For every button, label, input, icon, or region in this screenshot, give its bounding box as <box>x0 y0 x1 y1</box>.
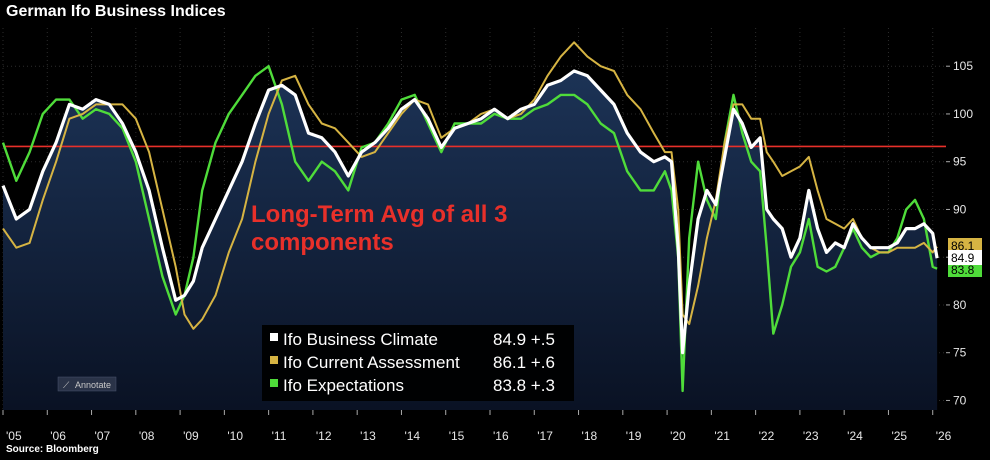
legend-value-current: 86.1 +.6 <box>493 353 555 372</box>
x-tick-label-18: '23 <box>803 429 819 443</box>
y-tick-label-75: 75 <box>953 346 967 360</box>
x-tick-label-17: '22 <box>759 429 775 443</box>
x-tick-label-0: '05 <box>6 429 22 443</box>
x-tick-label-19: '24 <box>847 429 863 443</box>
x-tick-label-20: '25 <box>891 429 907 443</box>
legend-label-expectations: Ifo Expectations <box>283 376 404 395</box>
chart-title: German Ifo Business Indices <box>6 3 226 20</box>
y-tick-label-80: 80 <box>953 298 967 312</box>
x-tick-label-10: '15 <box>449 429 465 443</box>
x-tick-label-9: '14 <box>404 429 420 443</box>
x-tick-label-3: '08 <box>139 429 155 443</box>
annotate-button-label: Annotate <box>75 380 111 390</box>
legend-label-climate: Ifo Business Climate <box>283 330 438 349</box>
x-tick-label-4: '09 <box>183 429 199 443</box>
annotation-line-2: components <box>251 229 394 256</box>
legend-value-climate: 84.9 +.5 <box>493 330 555 349</box>
series-lines <box>1 41 939 393</box>
x-tick-label-12: '17 <box>537 429 553 443</box>
x-tick-label-13: '18 <box>582 429 598 443</box>
y-tick-label-100: 100 <box>953 107 973 121</box>
x-tick-label-16: '21 <box>714 429 730 443</box>
y-tick-label-70: 70 <box>953 393 967 407</box>
x-tick-label-5: '10 <box>227 429 243 443</box>
tag-value-climate-line: 84.9 <box>951 251 975 265</box>
x-tick-label-2: '07 <box>95 429 111 443</box>
x-axis-ticks: '05 '06 '07 '08 '09 '10 '11 '12 '13 '14 '15 '16 '17 '… <box>2 410 952 443</box>
x-tick-label-7: '12 <box>316 429 332 443</box>
legend-label-current: Ifo Current Assessment <box>283 353 460 372</box>
annotate-button[interactable]: ⟋ Annotate <box>57 376 117 392</box>
x-tick-label-21: '26 <box>936 429 952 443</box>
x-tick-label-8: '13 <box>360 429 376 443</box>
y-axis-ticks: 707580859095100105 <box>946 59 973 407</box>
y-tick-label-95: 95 <box>953 155 967 169</box>
x-tick-label-1: '06 <box>50 429 66 443</box>
tag-bg-climate-line <box>948 250 982 265</box>
x-tick-label-14: '19 <box>626 429 642 443</box>
tag-bg-expectations-line <box>948 262 982 277</box>
tag-bg-current-assessment-line <box>948 238 982 253</box>
climate-area-fill <box>3 71 938 410</box>
legend-value-expectations: 83.8 +.3 <box>493 376 555 395</box>
x-tick-label-11: '16 <box>493 429 509 443</box>
tag-value-expectations-line: 83.8 <box>951 263 975 277</box>
tag-value-current-assessment-line: 86.1 <box>951 239 975 253</box>
legend-swatch-expectations <box>270 379 278 387</box>
x-tick-label-6: '11 <box>272 429 287 443</box>
pencil-icon: ⟋ <box>63 381 70 391</box>
last-value-tags: 86.1 83.884.9 <box>948 238 982 277</box>
legend-background <box>262 325 574 401</box>
legend: Ifo Business Climate 84.9 +.5 Ifo Curren… <box>262 325 574 401</box>
source-note: Source: Bloomberg <box>6 444 99 455</box>
legend-swatch-climate <box>270 333 278 341</box>
y-tick-label-90: 90 <box>953 202 967 216</box>
climate-line <box>1 69 939 355</box>
annotation-line-1: Long-Term Avg of all 3 <box>251 201 507 228</box>
y-tick-label-105: 105 <box>953 59 973 73</box>
legend-swatch-current <box>270 356 278 364</box>
current-assessment-line <box>2 41 938 330</box>
x-tick-label-15: '20 <box>670 429 686 443</box>
